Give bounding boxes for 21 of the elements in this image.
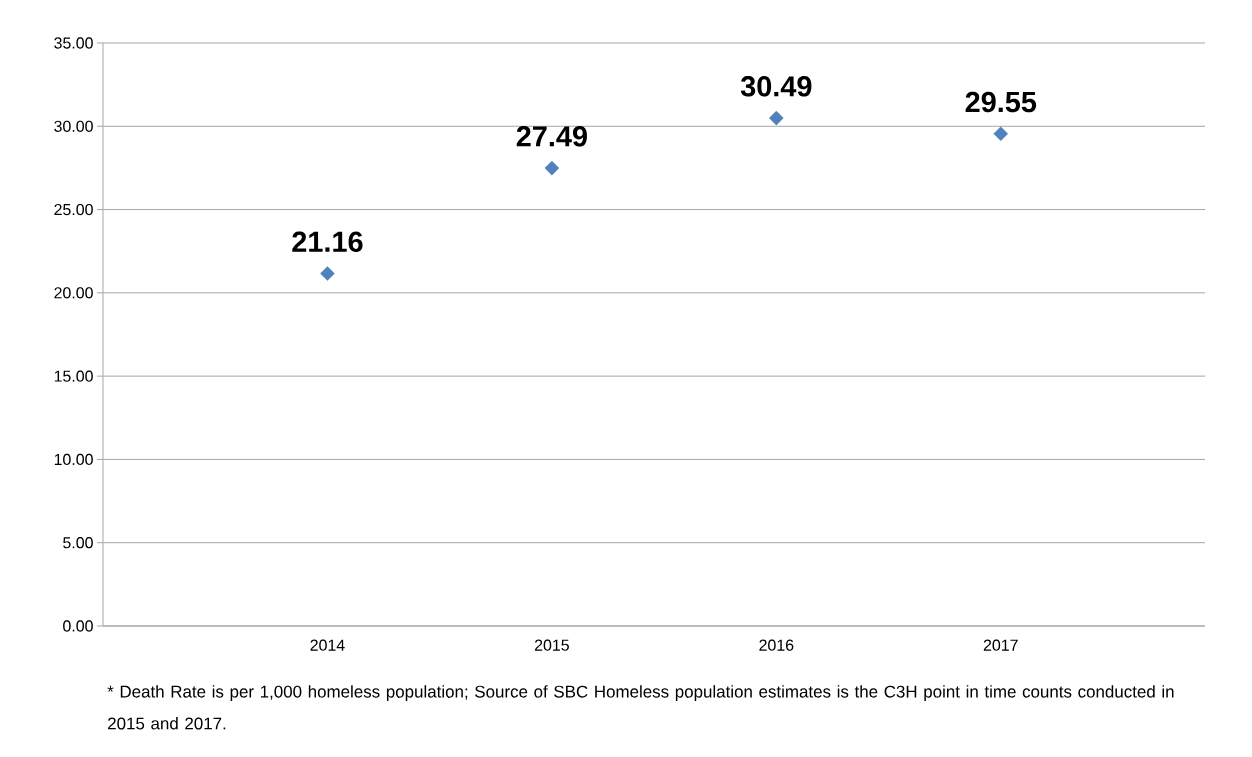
y-tick-label: 20.00 — [54, 287, 93, 299]
data-label: 29.55 — [965, 91, 1037, 113]
y-tick-label: 30.00 — [54, 120, 93, 132]
y-tick-label: 35.00 — [54, 37, 93, 49]
data-label: 21.16 — [292, 231, 363, 252]
point — [993, 126, 1009, 142]
x-tick-label: 2017 — [983, 639, 1018, 651]
y-tick-label: 5.00 — [63, 537, 93, 549]
data-label: 30.49 — [740, 76, 812, 97]
point — [544, 160, 560, 176]
x-tick-label: 2015 — [534, 639, 569, 651]
data-label: 27.49 — [516, 126, 587, 147]
point — [769, 110, 784, 126]
x-tick-label: 2014 — [310, 639, 345, 651]
y-tick-label: 0.00 — [63, 620, 93, 632]
point — [320, 266, 335, 281]
x-tick-label: 2016 — [759, 639, 794, 651]
text: * Death Rate is per 1,000 homeless population; Source of SBC Homeless population estimates is the C3H point in time counts conducted in 2015 and 2017. — [107, 685, 1174, 730]
y-tick-label: 10.00 — [54, 453, 93, 466]
y-tick-label: 25.00 — [54, 203, 93, 216]
y-tick-label: 15.00 — [54, 370, 93, 382]
